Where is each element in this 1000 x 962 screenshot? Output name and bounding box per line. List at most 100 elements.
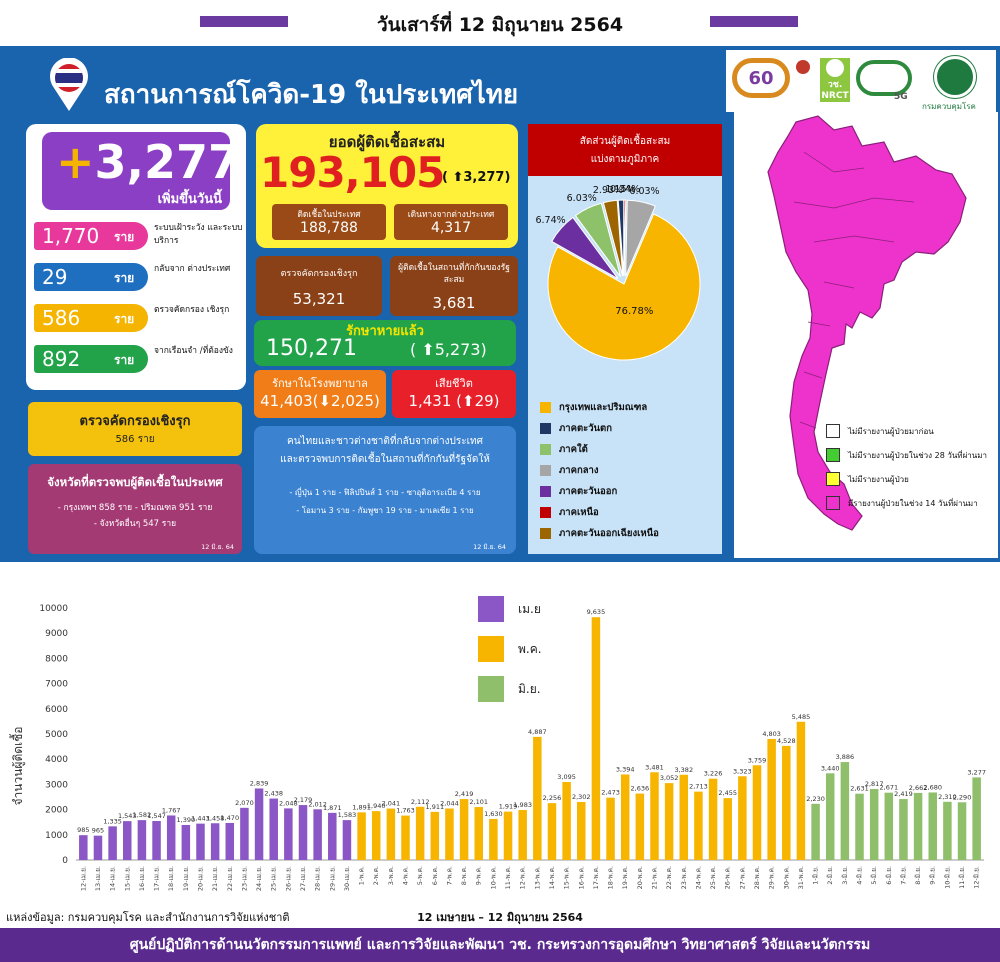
header-bar-left: [200, 16, 288, 27]
region-pie-panel: สัดส่วนผู้ติดเชื้อสะสม แบ่งตามภูมิภาค 76…: [528, 124, 722, 554]
x-tick-label: 12-เม.ย.: [79, 866, 87, 891]
bar-value-label: 3,277: [967, 768, 986, 776]
recovered-delta: ( ⬆5,273): [410, 340, 487, 359]
x-tick-label: 8-พ.ค.: [460, 866, 468, 885]
x-tick-label: 2-มิ.ย.: [826, 866, 834, 885]
pie-legend-item: ภาคใต้: [540, 442, 588, 457]
pie-slice-label: 6.03%: [629, 186, 659, 197]
hospital-label: รักษาในโรงพยาบาล: [272, 377, 368, 390]
x-tick-label: 27-เม.ย.: [299, 866, 307, 891]
bar: [562, 782, 571, 860]
bar: [782, 745, 791, 860]
bar-value-label: 2,473: [601, 789, 620, 797]
breakdown-desc: จากเรือนจำ /ที่ต้องขัง: [154, 346, 233, 356]
breakdown-row: 892 ราย จากเรือนจำ /ที่ต้องขัง: [34, 343, 242, 379]
bar: [855, 793, 864, 860]
pie-slice: [547, 213, 701, 361]
pie-slice: [625, 199, 656, 277]
bar-value-label: 3,382: [674, 766, 693, 774]
map-legend-item: ไม่มีรายงานผู้ป่วยในช่วง 28 วันที่ผ่านมา: [826, 448, 987, 462]
x-tick-label: 21-พ.ค.: [650, 866, 658, 889]
bar-value-label: 1,767: [162, 806, 181, 814]
x-tick-label: 11-พ.ค.: [504, 866, 512, 889]
bar-value-label: 2,419: [894, 790, 913, 798]
pie-legend-item: ภาคกลาง: [540, 463, 599, 478]
domestic-box: ติดเชื้อในประเทศ 188,788: [272, 204, 386, 240]
x-tick-label: 27-พ.ค.: [738, 866, 746, 889]
bar-value-label: 3,095: [557, 773, 576, 781]
cumulative-card: ยอดผู้ติดเชื้อสะสม 193,105 ( ⬆3,277) ติด…: [256, 124, 518, 248]
x-tick-label: 18-เม.ย.: [167, 866, 175, 891]
domestic-value: 188,788: [300, 220, 358, 236]
proactive-card: ตรวจคัดกรองเชิงรุก 586 ราย: [28, 402, 242, 456]
y-tick-label: 6000: [45, 705, 68, 715]
pie-slice-label: 76.78%: [615, 306, 653, 317]
bar: [108, 826, 117, 860]
provinces-date: 12 มิ.ย. 64: [201, 543, 234, 551]
provinces-line1: - กรุงเทพฯ 858 ราย - ปริมณฑล 951 ราย: [57, 503, 213, 513]
breakdown-number: 29: [42, 265, 68, 289]
pie-legend-label: ภาคตะวันออก: [559, 486, 618, 497]
bar: [445, 808, 454, 860]
bar-value-label: 4,887: [528, 728, 547, 736]
bar: [738, 776, 747, 860]
cumulative-delta: ( ⬆3,277): [442, 170, 511, 185]
bar: [313, 809, 322, 860]
bar-value-label: 2,044: [440, 799, 459, 807]
bar-value-label: 1,583: [338, 811, 357, 819]
bar: [386, 808, 396, 860]
bar: [196, 823, 205, 860]
breakdown-pill: 29 ราย: [34, 263, 148, 291]
bar-value-label: 2,817: [865, 780, 884, 788]
daily-cases-bar-chart: 0 1000 2000 3000 4000 5000 6000 7000 8000 9000 100…: [9, 596, 986, 891]
bar-value-label: 3,394: [616, 765, 635, 773]
x-tick-label: 1-มิ.ย.: [812, 866, 820, 885]
bar: [459, 799, 469, 860]
pie-legend-label: ภาคตะวันตก: [559, 423, 612, 434]
x-tick-label: 3-พ.ค.: [387, 866, 395, 885]
returnees-line3: - ญี่ปุ่น 1 ราย - ฟิลิปปินส์ 1 ราย - ซาอ…: [289, 488, 481, 497]
bar-value-label: 2,101: [469, 798, 488, 806]
bar: [957, 802, 967, 860]
pie-legend-swatch: [540, 528, 551, 539]
x-tick-label: 3-มิ.ย.: [841, 866, 849, 885]
cumulative-value: 193,105: [260, 148, 445, 197]
bar-value-label: 1,390: [177, 816, 196, 824]
bar: [371, 811, 381, 860]
bar: [723, 798, 732, 860]
x-axis-label: 12 เมษายน – 12 มิถุนายน 2564: [417, 911, 583, 924]
abroad-label: เดินทางจากต่างประเทศ: [407, 210, 495, 220]
x-tick-label: 2-พ.ค.: [372, 866, 380, 885]
x-tick-label: 19-เม.ย.: [182, 866, 190, 891]
header-bar-right: [710, 16, 798, 27]
pie-legend-swatch: [540, 507, 551, 518]
thailand-map-panel: ไม่มีรายงานผู้ป่วยมาก่อน ไม่มีรายงานผู้ป่…: [734, 112, 998, 558]
bar: [591, 617, 601, 860]
pie-legend-item: ภาคตะวันออก: [540, 484, 617, 499]
pie-legend-label: ภาคเหนือ: [559, 507, 599, 518]
bar: [137, 820, 147, 860]
chart-legend-label: มิ.ย.: [518, 682, 541, 696]
bar: [152, 821, 161, 860]
returnees-line2: และตรวจพบการติดเชื้อในสถานที่กักกันที่รั…: [280, 454, 490, 465]
pie-legend-item: ภาคตะวันออกเฉียงเหนือ: [540, 526, 659, 541]
bar: [254, 788, 264, 860]
bar: [210, 823, 220, 860]
nrct-logo-text: วช.: [827, 80, 843, 90]
bar: [606, 797, 615, 860]
x-tick-label: 25-เม.ย.: [270, 866, 278, 891]
x-tick-label: 12-มิ.ย.: [973, 866, 981, 889]
bar-value-label: 2,839: [250, 779, 269, 787]
breakdown-number: 1,770: [42, 224, 100, 248]
new-cases-card: +3,277 เพิ่มขึ้นวันนี้ 1,770 ราย ระบบเฝ้าร…: [26, 124, 246, 390]
breakdown-unit: ราย: [114, 312, 135, 326]
x-tick-label: 8-มิ.ย.: [914, 866, 922, 885]
pie-legend-label: ภาคใต้: [559, 444, 588, 455]
abroad-box: เดินทางจากต่างประเทศ 4,317: [394, 204, 508, 240]
bar-value-label: 965: [92, 827, 104, 835]
bar-value-label: 1,470: [220, 814, 239, 822]
map-legend-swatch: [826, 472, 840, 486]
x-tick-label: 28-เม.ย.: [314, 866, 322, 891]
bar-value-label: 2,112: [411, 798, 430, 806]
bar-value-label: 2,662: [909, 784, 928, 792]
